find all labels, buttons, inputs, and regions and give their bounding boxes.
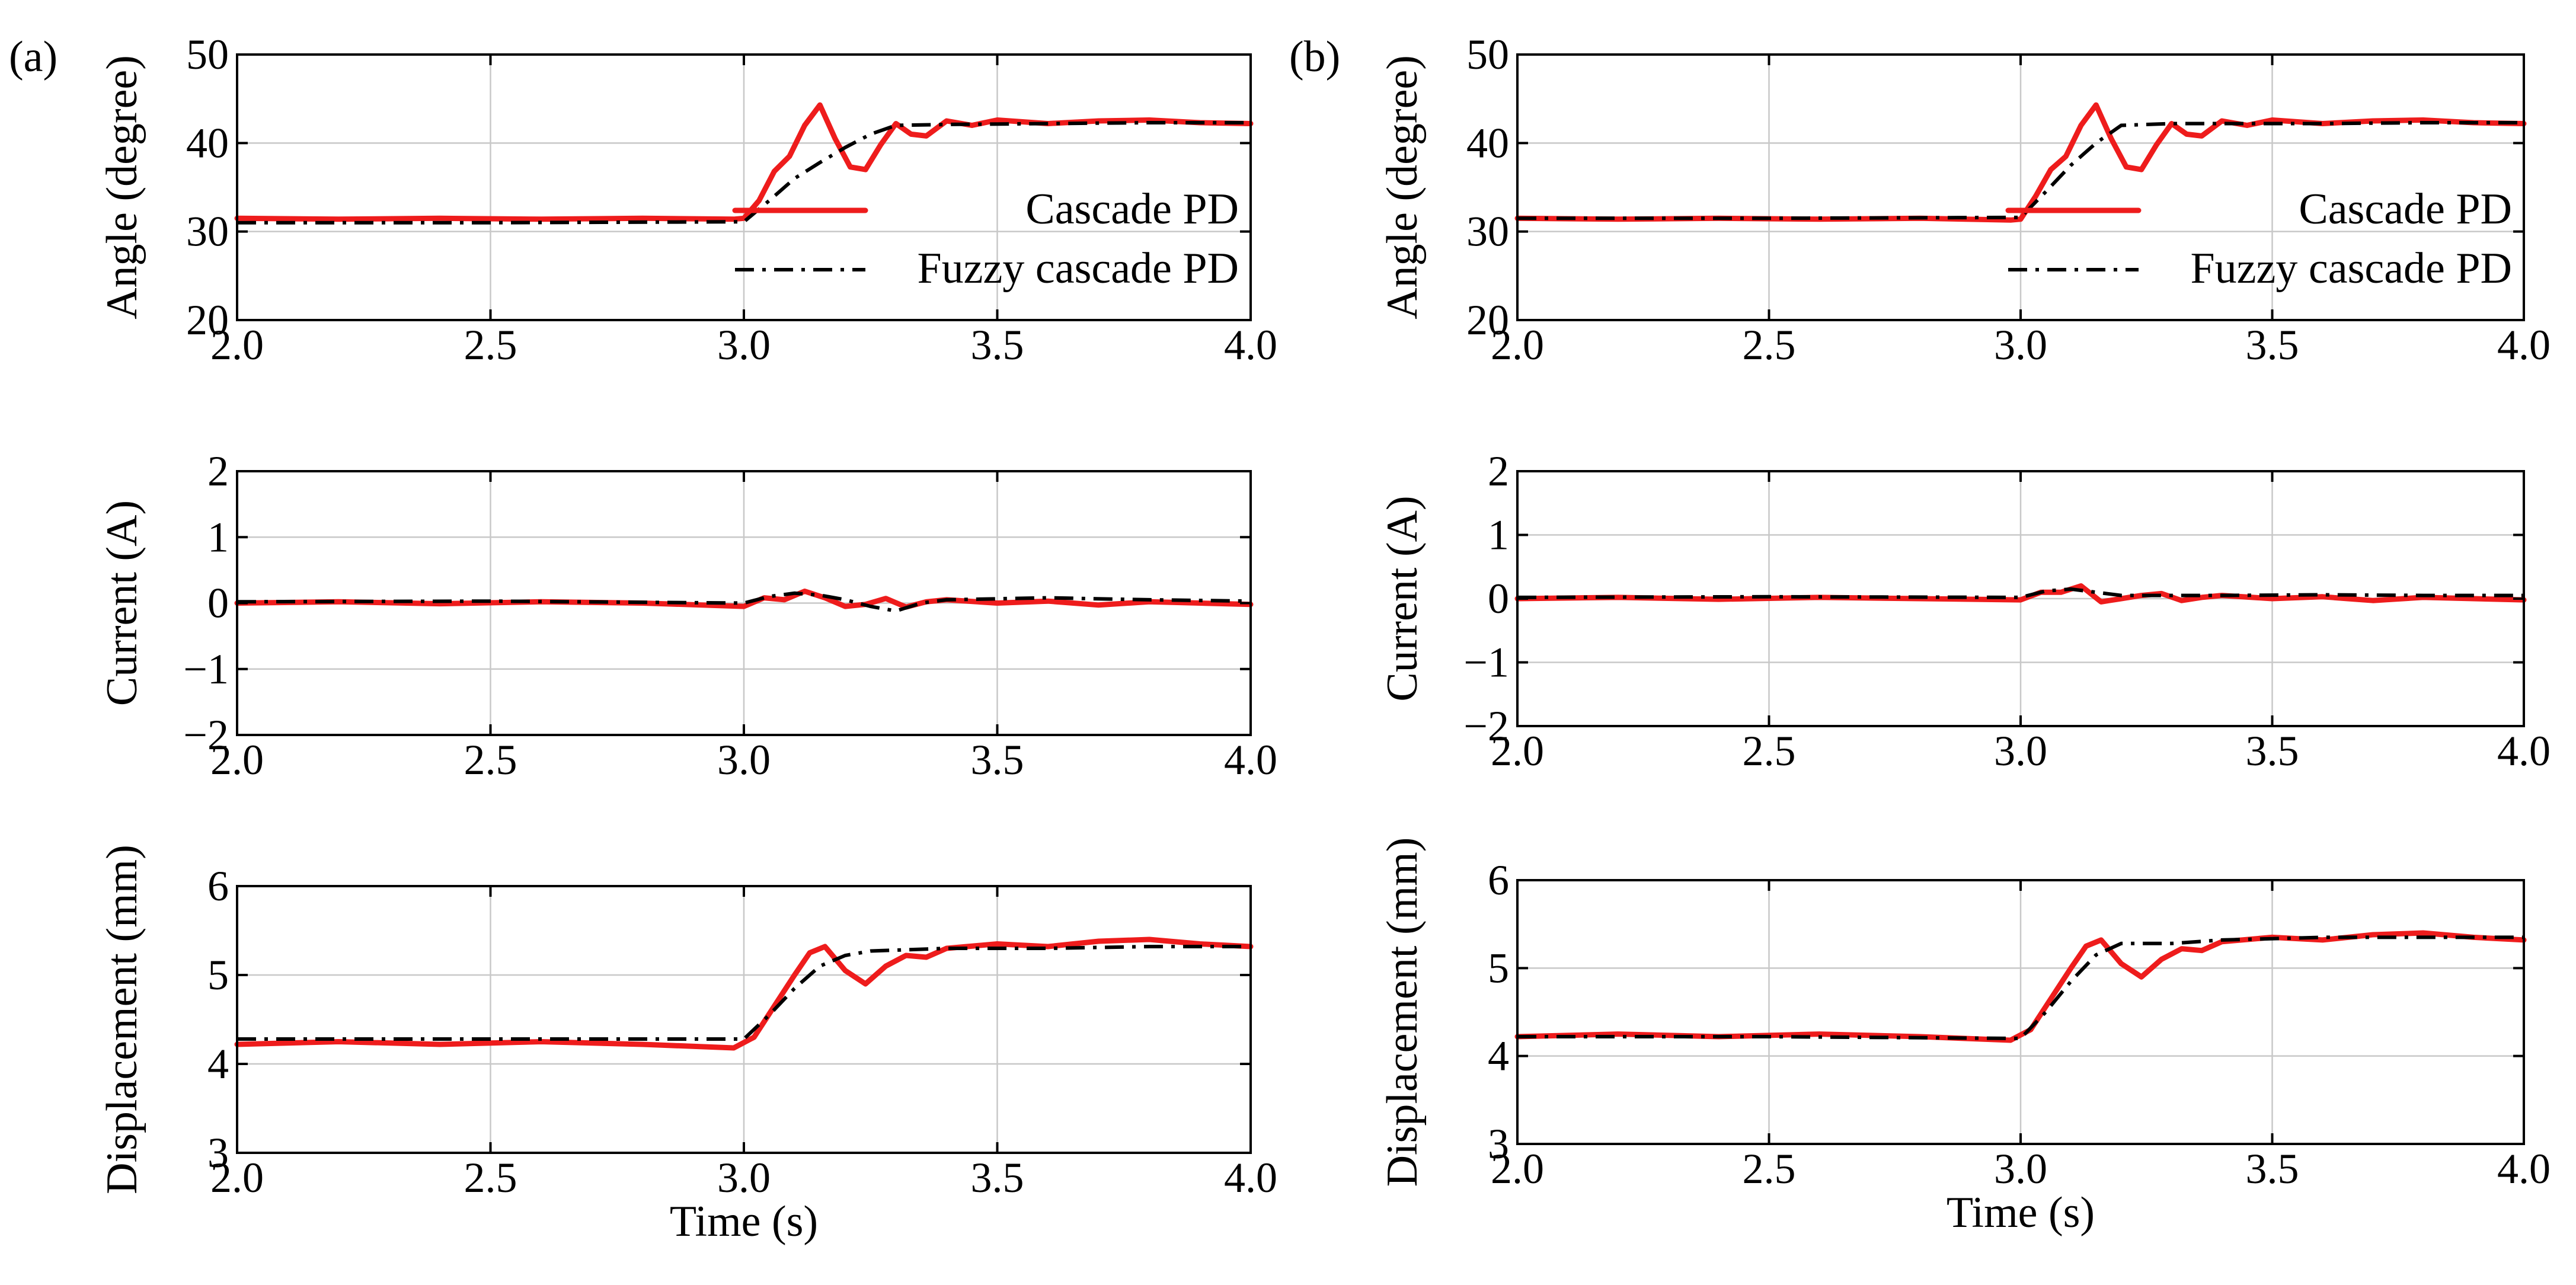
y-tick-label: 1 — [1488, 512, 1509, 559]
y-axis-label: Current (A) — [98, 500, 146, 706]
x-axis-label: Time (s) — [670, 1197, 818, 1246]
y-axis-label: Current (A) — [1378, 496, 1427, 701]
subplot-4: 2.0 2.5 3.0 3.5 4.0 20 30 40 50 Angle (degree) (b)… — [1289, 31, 2551, 369]
y-tick-label: −1 — [1463, 639, 1509, 686]
y-tick-label: 2 — [1488, 447, 1509, 495]
y-axis-label: Angle (degree) — [98, 55, 146, 319]
x-tick-label: 2.5 — [1743, 321, 1796, 369]
y-tick-label: 20 — [186, 296, 229, 344]
x-tick-label: 3.0 — [717, 736, 771, 784]
subplot-1: 2.0 2.5 3.0 3.5 4.0 20 30 40 50 Angle (degree) (a)… — [9, 31, 1277, 369]
x-tick-label: 4.0 — [2497, 1145, 2551, 1193]
y-tick-label: 40 — [1466, 119, 1509, 167]
legend-label: Fuzzy cascade PD — [2191, 244, 2512, 293]
x-tick-label: 3.5 — [971, 321, 1024, 369]
x-tick-label: 2.0 — [1491, 321, 1544, 369]
x-tick-label: 3.0 — [1994, 321, 2047, 369]
series-fuzzy-cascade-pd — [237, 945, 1251, 1041]
y-tick-label: 3 — [1488, 1120, 1509, 1168]
x-tick-label: 3.0 — [717, 1154, 771, 1201]
x-tick-label: 2.0 — [1491, 1145, 1544, 1193]
y-tick-label: 50 — [186, 31, 229, 78]
y-tick-label: 3 — [207, 1129, 229, 1177]
y-tick-label: 4 — [207, 1040, 229, 1088]
y-tick-label: 30 — [1466, 208, 1509, 255]
y-tick-label: 50 — [1466, 31, 1509, 78]
subplot-5: 2.0 2.5 3.0 3.5 4.0 −2 −1 0 1 2 Current (A) — [1378, 447, 2551, 775]
y-axis-label: Angle (degree) — [1378, 55, 1427, 319]
legend: Cascade PD Fuzzy cascade PD — [732, 185, 1239, 293]
y-tick-label: 30 — [186, 208, 229, 255]
x-tick-label: 2.0 — [1491, 727, 1544, 775]
y-axis-label: Displacement (mm) — [98, 845, 146, 1194]
x-tick-label: 4.0 — [1224, 736, 1277, 784]
y-tick-label: 6 — [1488, 856, 1509, 904]
x-tick-label: 3.5 — [2246, 1145, 2299, 1193]
y-tick-label: 5 — [207, 951, 229, 999]
y-tick-label: 1 — [207, 513, 229, 561]
x-tick-label: 4.0 — [1224, 1154, 1277, 1201]
x-tick-label: 2.0 — [210, 736, 264, 784]
x-tick-label: 3.0 — [1994, 1145, 2047, 1193]
subplot-2: 2.0 2.5 3.0 3.5 4.0 −2 −1 0 1 2 Current (A) — [98, 447, 1277, 784]
y-tick-label: −2 — [1463, 702, 1509, 750]
x-tick-label: 2.0 — [210, 321, 264, 369]
x-tick-label: 4.0 — [2497, 321, 2551, 369]
x-tick-label: 4.0 — [1224, 321, 1277, 369]
x-tick-label: 2.0 — [210, 1154, 264, 1201]
x-tick-label: 3.0 — [1994, 727, 2047, 775]
y-tick-label: 6 — [207, 862, 229, 910]
y-tick-label: 0 — [207, 580, 229, 627]
y-tick-label: 4 — [1488, 1033, 1509, 1080]
series-fuzzy-cascade-pd — [236, 591, 1251, 613]
series-fuzzy-cascade-pd — [1517, 121, 2524, 220]
y-tick-label: −1 — [183, 645, 229, 693]
series-cascade-pd — [234, 936, 1254, 1051]
y-tick-label: 2 — [207, 447, 229, 495]
x-tick-label: 3.5 — [2246, 727, 2299, 775]
y-tick-label: 5 — [1488, 944, 1509, 992]
x-axis-label: Time (s) — [1947, 1188, 2095, 1237]
y-tick-label: 40 — [186, 119, 229, 167]
legend: Cascade PD Fuzzy cascade PD — [2005, 185, 2512, 293]
x-tick-label: 2.5 — [464, 321, 517, 369]
y-tick-label: 0 — [1488, 575, 1509, 622]
series-fuzzy-cascade-pd — [1517, 587, 2524, 599]
legend-label: Cascade PD — [1025, 185, 1239, 234]
x-tick-label: 2.5 — [464, 736, 517, 784]
subplot-3: 2.0 2.5 3.0 3.5 4.0 3 4 5 6 Displacement (mm) Time… — [98, 845, 1277, 1246]
y-axis-label: Displacement (mm) — [1378, 838, 1427, 1187]
y-tick-label: −2 — [183, 711, 229, 759]
x-tick-label: 3.5 — [971, 1154, 1024, 1201]
panel-label: (a) — [9, 33, 57, 81]
x-tick-label: 3.0 — [717, 321, 771, 369]
x-tick-label: 2.5 — [1743, 1145, 1796, 1193]
x-tick-label: 3.5 — [2246, 321, 2299, 369]
x-tick-label: 2.5 — [1743, 727, 1796, 775]
series-fuzzy-cascade-pd — [1517, 935, 2524, 1041]
x-tick-label: 2.5 — [464, 1154, 517, 1201]
subplot-6: 2.0 2.5 3.0 3.5 4.0 3 4 5 6 Displacement (mm) Time… — [1378, 838, 2551, 1237]
x-tick-label: 3.5 — [971, 736, 1024, 784]
legend-label: Cascade PD — [2299, 185, 2512, 234]
y-tick-label: 20 — [1466, 296, 1509, 344]
legend-label: Fuzzy cascade PD — [918, 244, 1239, 293]
x-tick-label: 4.0 — [2497, 727, 2551, 775]
panel-label: (b) — [1289, 33, 1340, 81]
series-fuzzy-cascade-pd — [237, 121, 1251, 225]
